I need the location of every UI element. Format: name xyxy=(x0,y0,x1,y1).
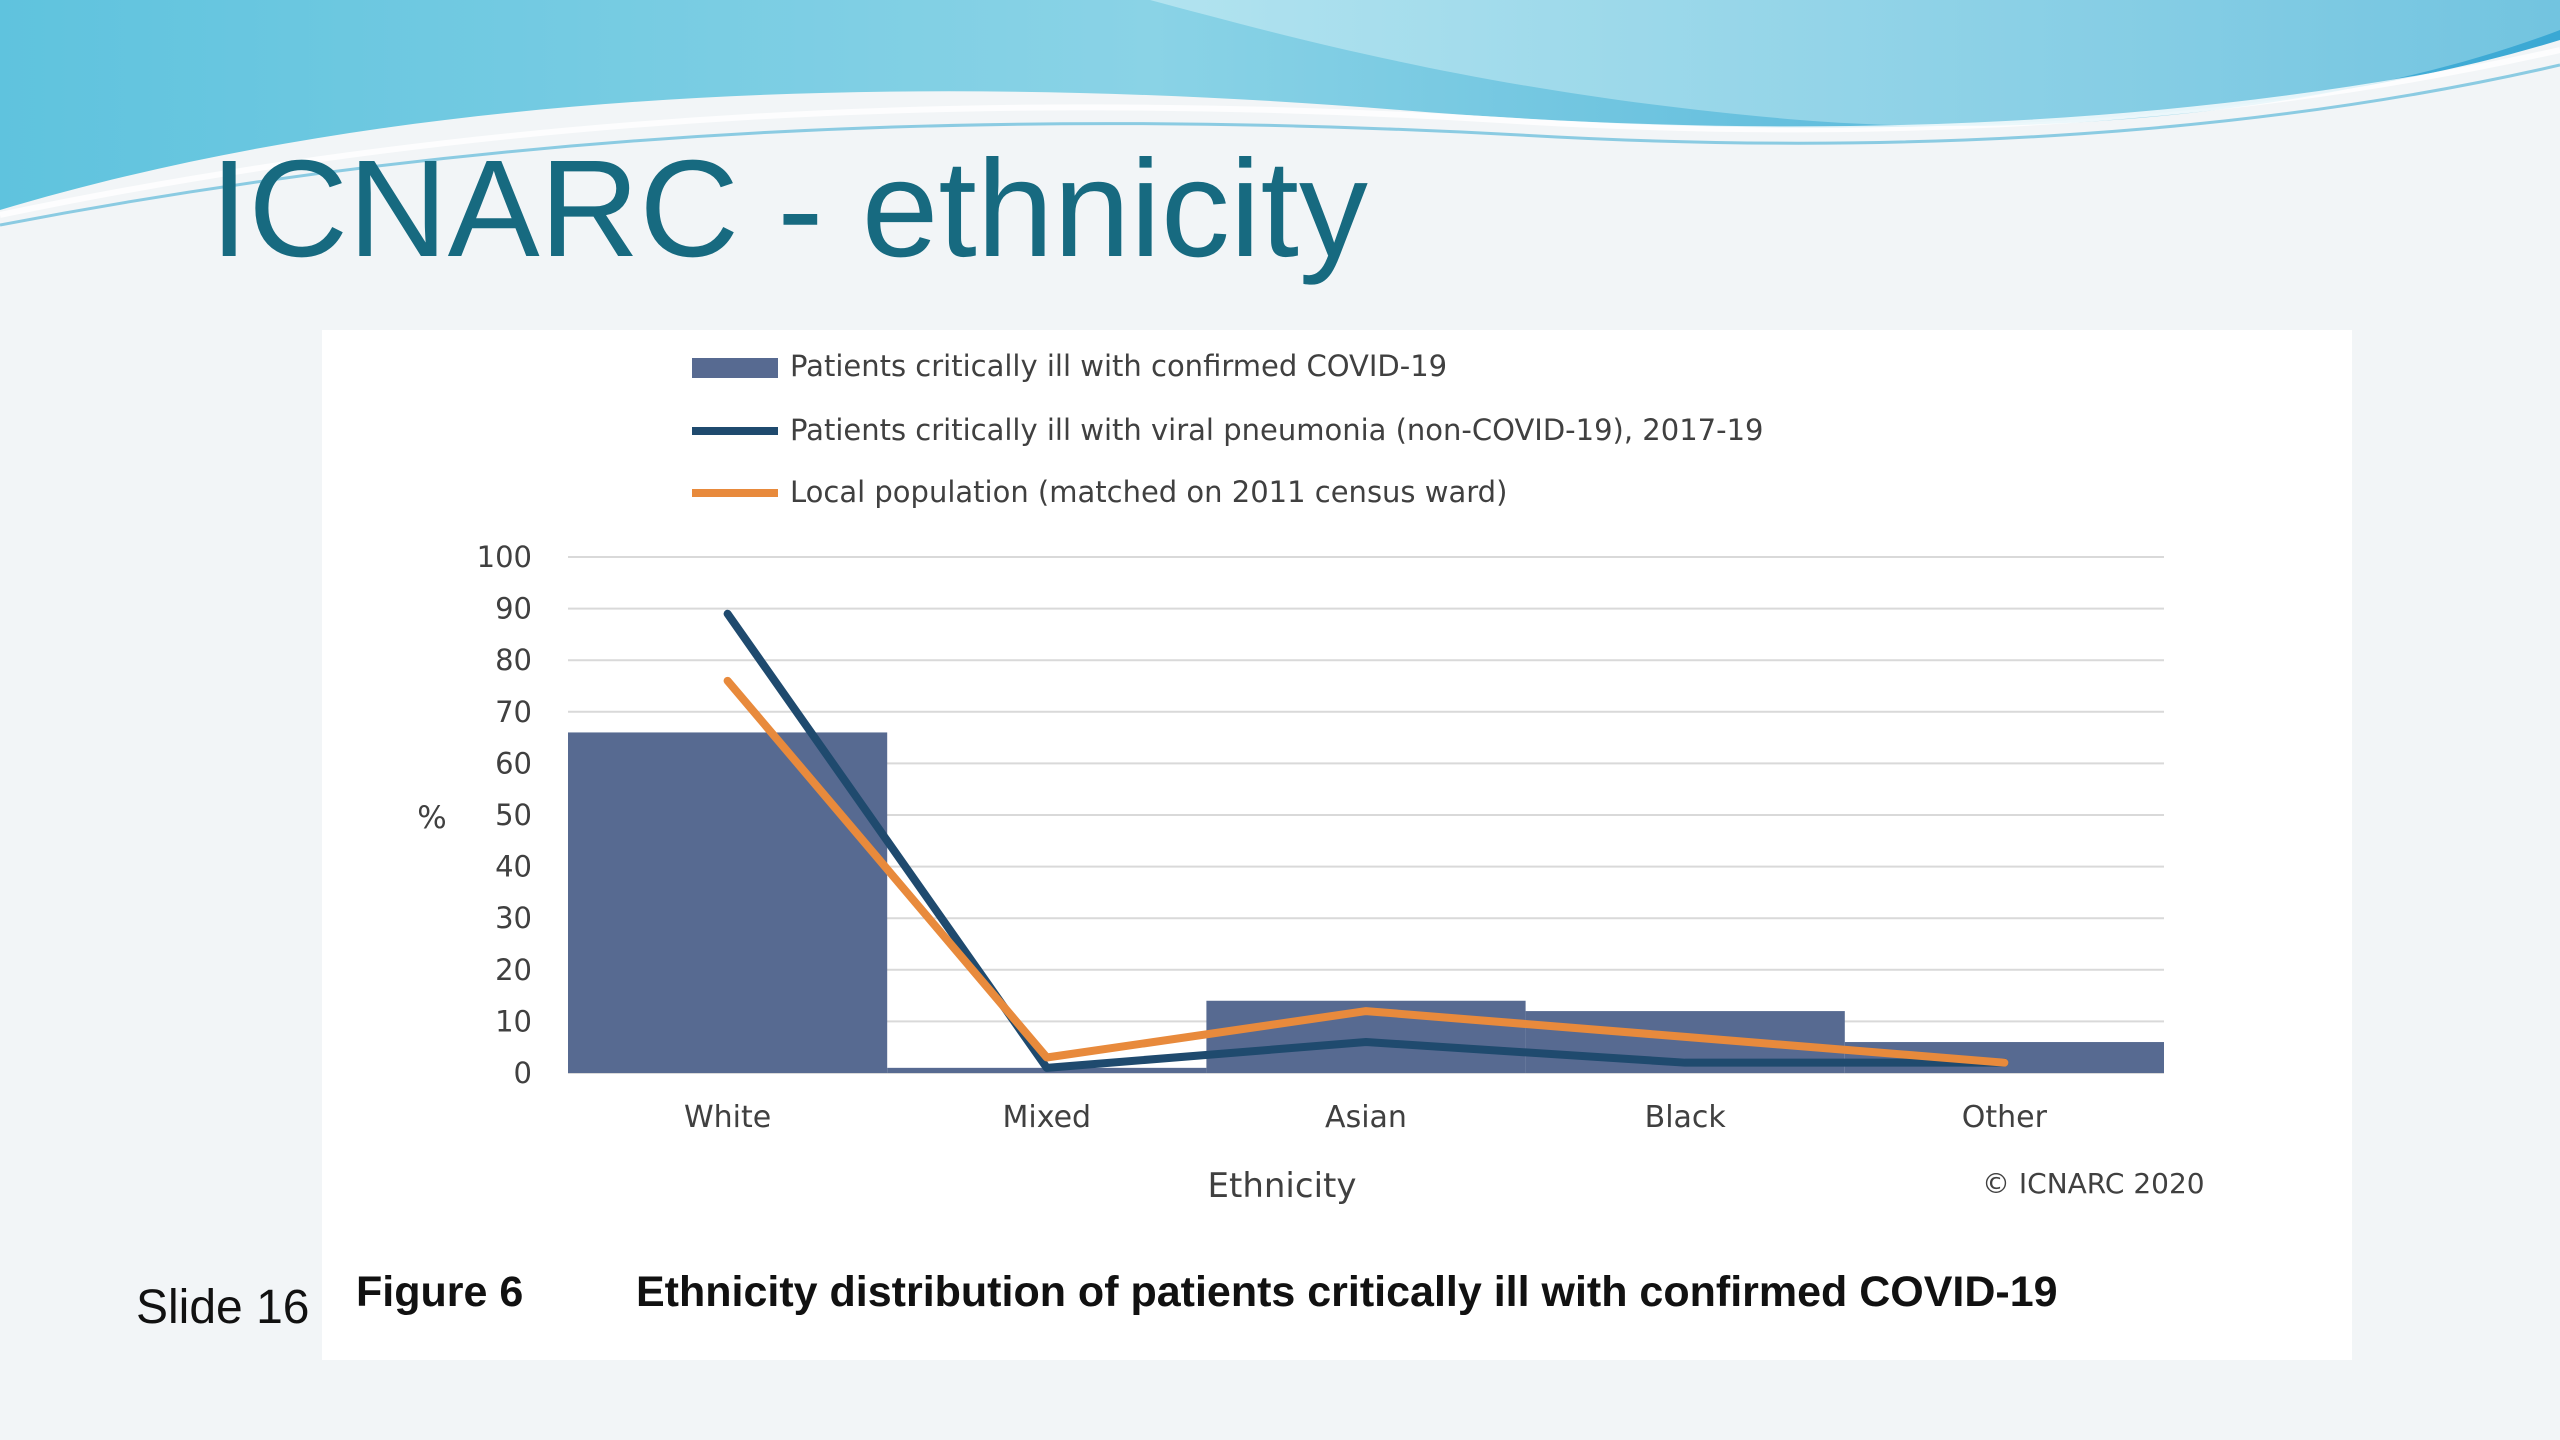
y-tick-label: 90 xyxy=(495,592,532,626)
figure-panel: Patients critically ill with confirmed C… xyxy=(322,330,2352,1360)
x-tick-label: White xyxy=(684,1100,771,1135)
x-tick-label: Black xyxy=(1645,1100,1727,1135)
slide-number: Slide 16 xyxy=(136,1281,310,1334)
legend-label-covid: Patients critically ill with confirmed C… xyxy=(790,349,1447,383)
x-axis-label: Ethnicity xyxy=(1208,1166,1357,1206)
y-tick-label: 50 xyxy=(495,798,532,832)
copyright-credit: © ICNARC 2020 xyxy=(1982,1167,2205,1200)
y-tick-label: 30 xyxy=(495,901,532,935)
figure-caption: Ethnicity distribution of patients criti… xyxy=(636,1268,2058,1316)
line-viral-pneumonia xyxy=(723,609,2009,1072)
y-tick-label: 40 xyxy=(495,850,532,884)
y-tick-label: 10 xyxy=(495,1004,532,1038)
header-wave-light xyxy=(1150,0,2560,126)
legend-label-viral: Patients critically ill with viral pneum… xyxy=(790,413,1763,447)
chart-lines xyxy=(723,609,2009,1072)
y-axis-label: % xyxy=(417,800,446,836)
y-tick-label: 70 xyxy=(495,695,532,729)
y-tick-label: 60 xyxy=(495,746,532,780)
y-axis-ticks: 0 10 20 30 40 50 60 70 80 90 100 xyxy=(477,540,532,1090)
x-axis-ticks: White Mixed Asian Black Other xyxy=(684,1100,2048,1135)
legend-label-population: Local population (matched on 2011 census… xyxy=(790,475,1507,509)
y-tick-label: 20 xyxy=(495,953,532,987)
y-tick-label: 0 xyxy=(514,1056,532,1090)
bar-white xyxy=(568,732,888,1073)
y-tick-label: 100 xyxy=(477,540,532,574)
x-tick-label: Other xyxy=(1962,1100,2048,1135)
ethnicity-chart: Patients critically ill with confirmed C… xyxy=(417,349,2205,1206)
legend-swatch-bar xyxy=(692,358,778,378)
chart-legend: Patients critically ill with confirmed C… xyxy=(692,349,1763,509)
x-tick-label: Asian xyxy=(1325,1100,1407,1135)
slide-title: ICNARC - ethnicity xyxy=(210,132,1368,286)
y-tick-label: 80 xyxy=(495,643,532,677)
x-tick-label: Mixed xyxy=(1003,1100,1092,1135)
figure-label: Figure 6 xyxy=(356,1268,524,1316)
